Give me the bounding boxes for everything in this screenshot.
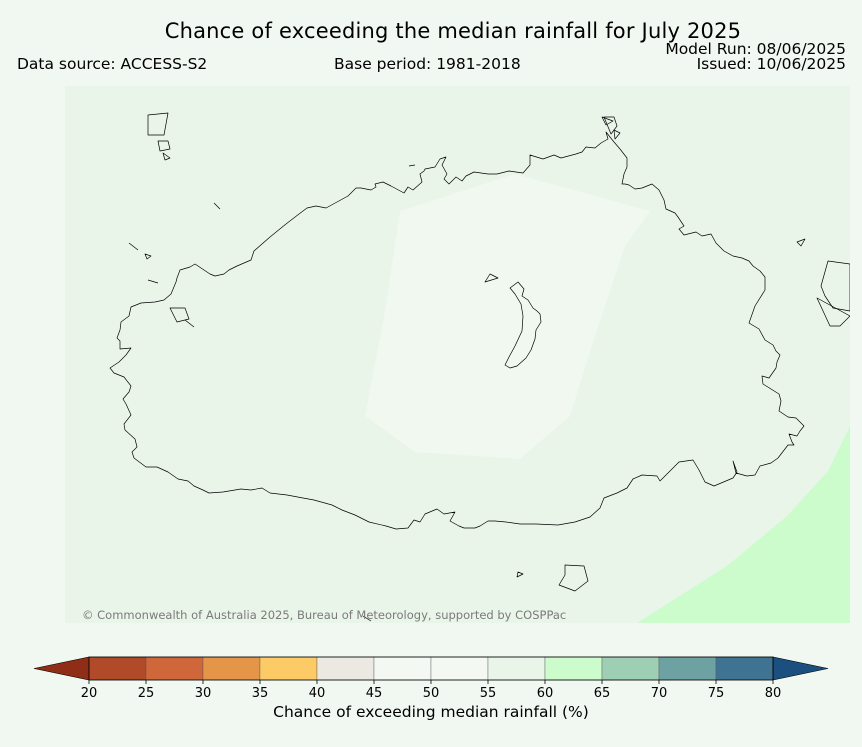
copyright-notice: © Commonwealth of Australia 2025, Bureau… — [82, 608, 567, 622]
data-source-label: Data source: ACCESS-S2 — [17, 55, 208, 73]
small-island-ne2 — [603, 116, 618, 135]
reef-w2 — [147, 279, 159, 284]
colorbar-segment — [145, 656, 204, 681]
colorbar-segment — [601, 656, 660, 681]
small-island-south2 — [516, 571, 524, 578]
reef-w1 — [128, 242, 139, 251]
colorbar-segment — [373, 656, 432, 681]
colorbar-tick-label: 40 — [309, 686, 326, 698]
small-island-center — [504, 281, 542, 369]
viti-levu-coastline — [109, 131, 805, 530]
colorbar-ticks: 20 25 30 35 40 45 50 55 60 65 70 75 80 — [81, 680, 782, 698]
colorbar-under-arrow — [33, 656, 90, 681]
colorbar-tick-label: 45 — [366, 686, 383, 698]
reef-nw — [213, 202, 221, 210]
small-island-south — [558, 564, 589, 592]
colorbar: 20 25 30 35 40 45 50 55 60 65 70 75 80 — [33, 656, 829, 698]
model-run-label: Model Run: 08/06/2025 — [665, 40, 846, 58]
small-island-w2 — [144, 253, 152, 260]
probability-zone-inner — [365, 174, 650, 459]
issued-label: Issued: 10/06/2025 — [696, 55, 846, 73]
colorbar-segment — [202, 656, 261, 681]
colorbar-tick-label: 65 — [594, 686, 611, 698]
map-title: Chance of exceeding the median rainfall … — [164, 19, 742, 43]
reef-s — [362, 615, 372, 622]
reef-n — [408, 164, 416, 167]
colorbar-segment — [658, 656, 717, 681]
colorbar-segment — [487, 656, 546, 681]
probability-zone-high — [637, 426, 850, 623]
colorbar-tick-label: 25 — [138, 686, 155, 698]
colorbar-segment — [430, 656, 489, 681]
colorbar-tick-label: 60 — [537, 686, 554, 698]
colorbar-segment — [715, 656, 774, 681]
small-island-e — [796, 238, 806, 247]
small-island-w — [169, 307, 190, 323]
base-period-label: Base period: 1981-2018 — [334, 55, 521, 73]
colorbar-tick-label: 55 — [480, 686, 497, 698]
colorbar-segment — [316, 656, 375, 681]
small-island-ne3 — [613, 129, 621, 140]
small-island-central-n — [484, 273, 499, 283]
small-island-nw2 — [157, 140, 171, 152]
small-island-east-edge — [820, 260, 850, 312]
reef-w3 — [184, 319, 195, 328]
coastline — [109, 112, 850, 622]
colorbar-tick-label: 50 — [423, 686, 440, 698]
small-island-east-edge2 — [816, 297, 850, 327]
colorbar-tick-label: 30 — [195, 686, 212, 698]
colorbar-tick-label: 35 — [252, 686, 269, 698]
colorbar-tick-label: 20 — [81, 686, 98, 698]
colorbar-over-arrow — [772, 656, 829, 681]
colorbar-segments — [33, 656, 829, 681]
colorbar-tick-label: 80 — [765, 686, 782, 698]
colorbar-segment — [259, 656, 318, 681]
colorbar-segment — [88, 656, 147, 681]
rainfall-map — [65, 86, 850, 623]
small-island-nw — [147, 112, 169, 136]
colorbar-tick-label: 75 — [708, 686, 725, 698]
small-island-ne — [601, 116, 614, 126]
colorbar-segment — [544, 656, 603, 681]
colorbar-tick-label: 70 — [651, 686, 668, 698]
small-island-nw3 — [162, 152, 171, 161]
colorbar-label: Chance of exceeding median rainfall (%) — [273, 703, 589, 721]
